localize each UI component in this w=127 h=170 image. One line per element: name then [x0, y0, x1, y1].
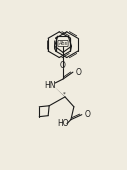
- Text: Abs: Abs: [59, 41, 68, 46]
- Polygon shape: [54, 87, 66, 98]
- Text: O: O: [60, 61, 66, 70]
- Text: *: *: [63, 91, 65, 96]
- Text: HO: HO: [57, 119, 69, 128]
- Text: O: O: [84, 110, 90, 119]
- Text: HN: HN: [44, 81, 56, 89]
- Text: O: O: [75, 68, 81, 77]
